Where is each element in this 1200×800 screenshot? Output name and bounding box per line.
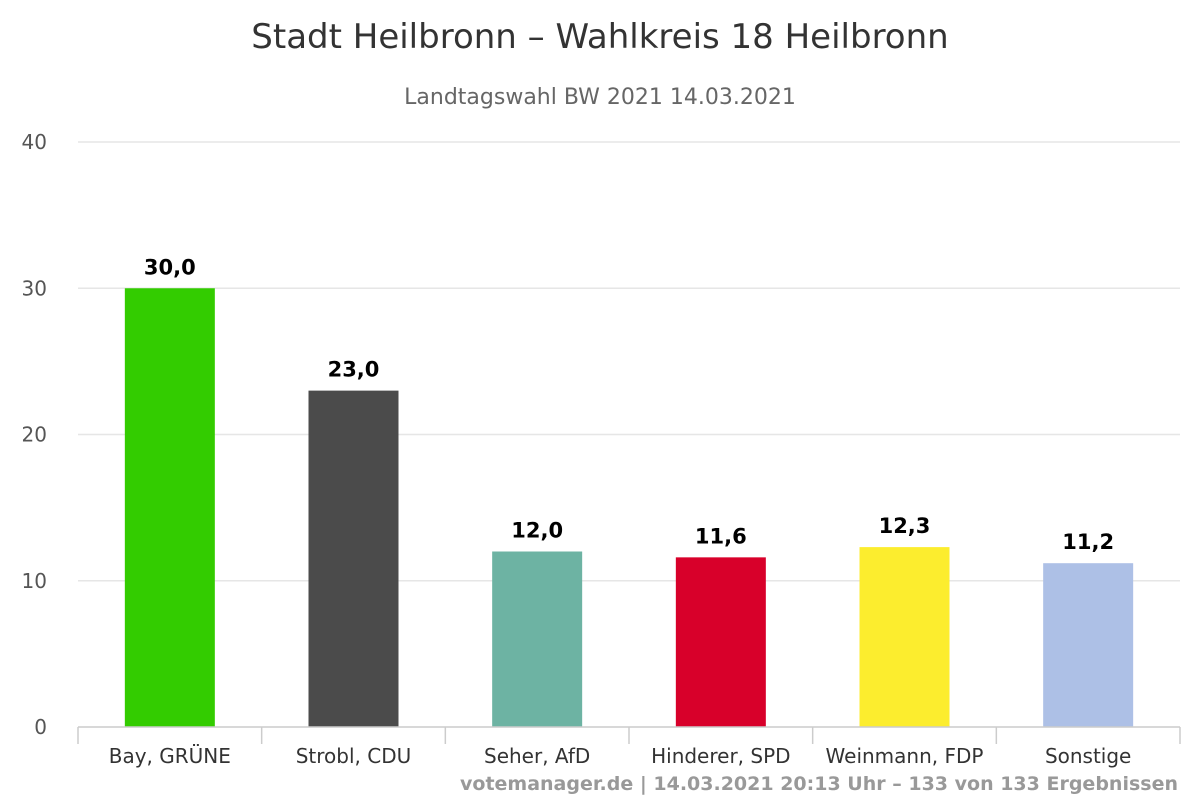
bar[interactable]: [492, 551, 583, 728]
bar[interactable]: [124, 288, 215, 727]
grid-lines: [78, 141, 1180, 582]
x-tick-label: Hinderer, SPD: [651, 744, 790, 768]
x-tick-label: Bay, GRÜNE: [109, 744, 231, 768]
data-label: 12,3: [879, 514, 931, 538]
data-label: 11,2: [1062, 530, 1114, 554]
y-tick-label: 40: [22, 130, 47, 154]
chart-title: Stadt Heilbronn – Wahlkreis 18 Heilbronn: [251, 17, 948, 57]
x-tick-label: Weinmann, FDP: [826, 744, 984, 768]
data-label: 12,0: [511, 519, 563, 543]
y-tick-label: 20: [22, 423, 47, 447]
y-tick-label: 10: [22, 569, 47, 593]
x-axis: Bay, GRÜNE Strobl, CDU Seher, AfD Hinderer,…: [77, 726, 1181, 768]
x-tick-label: Seher, AfD: [484, 744, 590, 768]
bars: [124, 288, 1134, 728]
y-axis: 0 10 20 30 40: [22, 130, 47, 739]
bar[interactable]: [675, 557, 766, 727]
x-tick-label: Strobl, CDU: [296, 744, 412, 768]
data-labels: 30,0 23,0 12,0 11,6 12,3 11,2: [144, 255, 1114, 554]
bar[interactable]: [308, 390, 399, 727]
credits-text[interactable]: votemanager.de | 14.03.2021 20:13 Uhr – …: [460, 773, 1178, 795]
x-tick-label: Sonstige: [1045, 744, 1131, 768]
data-label: 30,0: [144, 255, 196, 279]
data-label: 11,6: [695, 524, 747, 548]
y-tick-label: 0: [34, 715, 47, 739]
chart-subtitle: Landtagswahl BW 2021 14.03.2021: [404, 85, 796, 110]
data-label: 23,0: [328, 358, 380, 382]
y-tick-label: 30: [22, 276, 47, 300]
bar[interactable]: [1043, 563, 1134, 727]
bar[interactable]: [859, 547, 950, 727]
